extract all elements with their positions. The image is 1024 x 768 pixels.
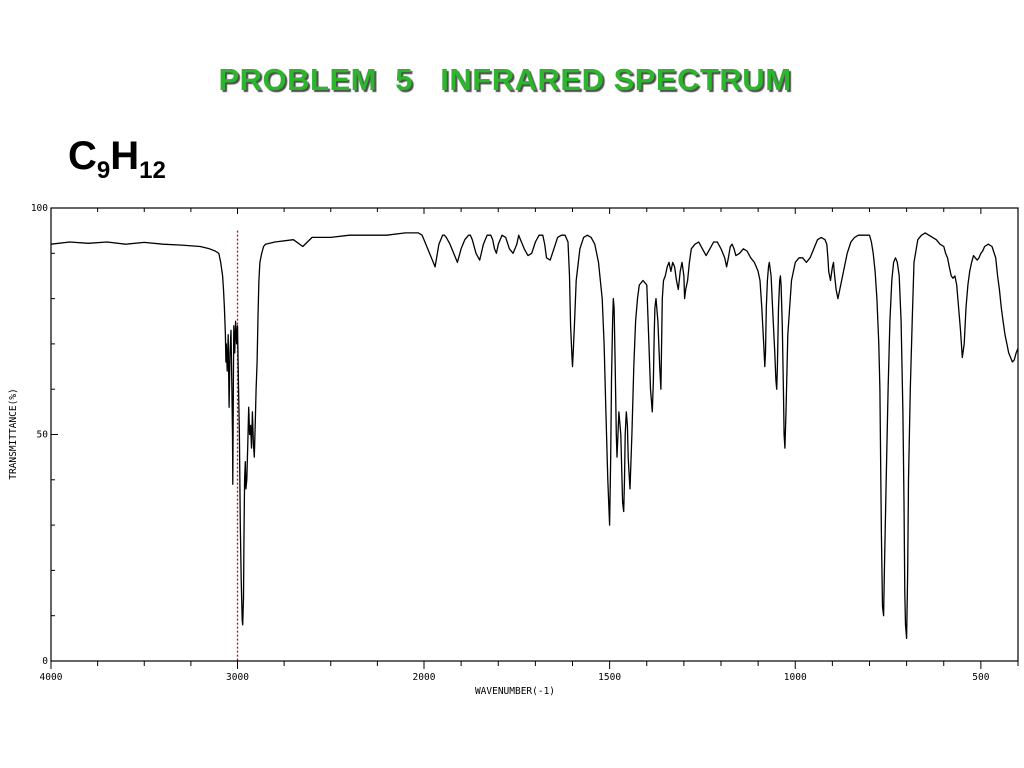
x-tick-label: 4000 bbox=[40, 672, 63, 683]
y-tick-label: 50 bbox=[37, 430, 49, 441]
y-axis-label: TRANSMITTANCE(%) bbox=[8, 388, 19, 480]
y-tick-label: 0 bbox=[42, 656, 48, 667]
formula-carbon-count: 9 bbox=[96, 157, 111, 184]
formula-hydrogen: H bbox=[110, 134, 140, 178]
x-tick-label: 1500 bbox=[598, 672, 621, 683]
spectrum-trace bbox=[50, 232, 1019, 640]
molecular-formula: C9H12 bbox=[68, 134, 166, 185]
x-axis-label: WAVENUMBER(-1) bbox=[475, 686, 555, 697]
x-axis-ticks: 4000 3000 2000 1500 1000 500 bbox=[40, 208, 1019, 683]
x-tick-label: 1000 bbox=[784, 672, 807, 683]
x-tick-label: 2000 bbox=[413, 672, 436, 683]
x-tick-label: 500 bbox=[972, 672, 989, 683]
y-axis-ticks: 0 50 100 bbox=[31, 203, 58, 667]
formula-carbon: C bbox=[68, 134, 97, 178]
x-tick-label: 3000 bbox=[226, 672, 249, 683]
slide-title: PROBLEM 5 INFRARED SPECTRUM bbox=[218, 62, 792, 97]
formula-hydrogen-count: 12 bbox=[139, 157, 166, 184]
y-tick-label: 100 bbox=[31, 203, 48, 214]
plot-frame bbox=[50, 207, 1019, 662]
